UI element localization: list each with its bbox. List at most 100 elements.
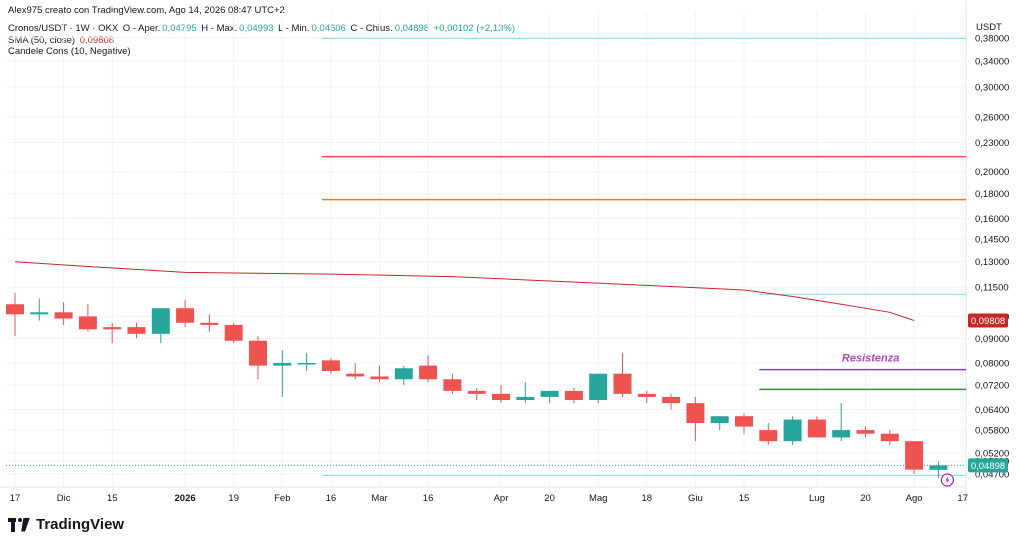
candle[interactable] bbox=[419, 365, 438, 380]
candle[interactable] bbox=[6, 304, 24, 315]
candle[interactable] bbox=[224, 324, 243, 341]
y-tick-label: 0,20000 bbox=[975, 167, 1009, 178]
candle[interactable] bbox=[54, 312, 73, 319]
x-tick-label: 16 bbox=[423, 493, 434, 504]
ohlc-legend: Cronos/USDT · 1W · OKX O - Aper. 0,04795 … bbox=[8, 23, 517, 34]
candle[interactable] bbox=[467, 390, 486, 394]
candle[interactable] bbox=[443, 379, 462, 391]
candle[interactable] bbox=[249, 340, 267, 366]
y-tick-label: 0,14500 bbox=[975, 234, 1009, 245]
sma-price-label bbox=[968, 313, 1008, 328]
high-value: 0,04993 bbox=[239, 23, 274, 34]
candle[interactable] bbox=[127, 327, 146, 334]
y-tick-label: 0,11500 bbox=[975, 283, 1009, 294]
tradingview-logo-text: TradingView bbox=[36, 516, 125, 533]
candle[interactable] bbox=[346, 373, 365, 377]
x-tick-label: Giu bbox=[688, 493, 703, 504]
low-value: 0,04606 bbox=[311, 23, 346, 34]
candle[interactable] bbox=[783, 419, 802, 442]
low-label: L - Min. bbox=[278, 23, 310, 34]
candle[interactable] bbox=[370, 376, 389, 380]
x-tick-label: 17 bbox=[957, 493, 968, 504]
candle[interactable] bbox=[735, 416, 753, 427]
y-axis-unit: USDT bbox=[976, 22, 1002, 33]
x-tick-label: 16 bbox=[326, 493, 337, 504]
close-value: 0,04898 bbox=[394, 23, 430, 34]
candle[interactable] bbox=[589, 373, 608, 401]
pattern-legend[interactable]: Candele Cons (10, Negative) bbox=[8, 46, 133, 57]
candle[interactable] bbox=[273, 362, 292, 366]
y-tick-label: 0,13000 bbox=[975, 257, 1009, 268]
change-value: +0,00102 (+2,13%) bbox=[433, 23, 516, 34]
y-tick-label: 0,04700 bbox=[975, 470, 1009, 481]
candle[interactable] bbox=[905, 441, 924, 470]
candle[interactable] bbox=[103, 327, 122, 330]
chart-credit: Alex975 creato con TradingView.com, Ago … bbox=[8, 5, 285, 16]
y-tick-label: 0,16000 bbox=[975, 214, 1009, 225]
candle[interactable] bbox=[613, 373, 632, 394]
candle[interactable] bbox=[516, 396, 535, 401]
close-label: C - Chius. bbox=[350, 23, 393, 34]
x-tick-label: 19 bbox=[228, 493, 239, 504]
y-tick-label: 0,05200 bbox=[975, 448, 1009, 459]
y-tick-label: 0,38000 bbox=[975, 33, 1009, 44]
candle[interactable] bbox=[564, 390, 583, 401]
y-tick-label: 0,23000 bbox=[975, 138, 1009, 149]
high-label: H - Max. bbox=[201, 23, 238, 34]
candle[interactable] bbox=[540, 390, 559, 397]
x-tick-label: 18 bbox=[642, 493, 653, 504]
sma-legend-value: 0,09808 bbox=[79, 35, 115, 46]
x-tick-label: Mag bbox=[589, 493, 607, 504]
candle[interactable] bbox=[200, 322, 219, 325]
x-tick-label: 20 bbox=[860, 493, 871, 504]
candle[interactable] bbox=[297, 362, 316, 365]
x-tick-label: Ago bbox=[906, 493, 923, 504]
y-tick-label: 0,06400 bbox=[975, 405, 1009, 416]
candle[interactable] bbox=[30, 312, 49, 315]
candle[interactable] bbox=[394, 368, 413, 380]
candle[interactable] bbox=[759, 430, 778, 442]
candle[interactable] bbox=[321, 360, 340, 371]
pattern-legend-label: Candele Cons (10, Negative) bbox=[8, 46, 131, 57]
tradingview-logo: TradingView bbox=[8, 516, 124, 533]
y-tick-label: 0,08000 bbox=[975, 358, 1009, 369]
y-tick-label: 0,07200 bbox=[975, 380, 1009, 391]
y-tick-label: 0,09000 bbox=[975, 334, 1009, 345]
candle[interactable] bbox=[880, 433, 899, 442]
candle[interactable] bbox=[78, 316, 97, 330]
candle[interactable] bbox=[710, 416, 729, 424]
candle[interactable] bbox=[662, 396, 681, 404]
x-tick-label: 17 bbox=[10, 493, 21, 504]
candle[interactable] bbox=[151, 308, 170, 334]
x-tick-label: 15 bbox=[739, 493, 750, 504]
candle[interactable] bbox=[492, 393, 510, 401]
candle[interactable] bbox=[637, 393, 656, 397]
candle[interactable] bbox=[929, 465, 948, 470]
x-tick-label: Feb bbox=[274, 493, 290, 504]
candle[interactable] bbox=[856, 430, 875, 434]
symbol-label: Cronos/USDT · 1W · OKX bbox=[8, 23, 119, 34]
x-tick-label: 2026 bbox=[175, 493, 196, 504]
sma-price-label-text: 0,09808 bbox=[971, 316, 1005, 327]
tradingview-logo-icon bbox=[8, 517, 30, 532]
last-price-label-text: 0,04898 bbox=[971, 461, 1005, 472]
last-price-label bbox=[968, 458, 1008, 473]
y-tick-label: 0,34000 bbox=[975, 57, 1009, 68]
candle[interactable] bbox=[686, 403, 705, 424]
x-tick-label: 15 bbox=[107, 493, 118, 504]
y-tick-label: 0,05800 bbox=[975, 426, 1009, 437]
y-tick-label: 0,26000 bbox=[975, 112, 1009, 123]
sma-legend-label: SMA (50, close) bbox=[8, 35, 76, 46]
sma-line[interactable] bbox=[14, 261, 915, 321]
y-tick-label: 0,18000 bbox=[975, 189, 1009, 200]
candle[interactable] bbox=[832, 430, 851, 438]
y-tick-label: 0,30000 bbox=[975, 83, 1009, 94]
x-tick-label: 20 bbox=[544, 493, 555, 504]
sma-legend[interactable]: SMA (50, close) 0,09808 bbox=[8, 35, 116, 46]
open-label: O - Aper. bbox=[122, 23, 161, 34]
x-tick-label: Lug bbox=[809, 493, 825, 504]
candle[interactable] bbox=[807, 419, 826, 438]
candle[interactable] bbox=[176, 308, 195, 323]
lightning-glyph bbox=[945, 476, 950, 484]
